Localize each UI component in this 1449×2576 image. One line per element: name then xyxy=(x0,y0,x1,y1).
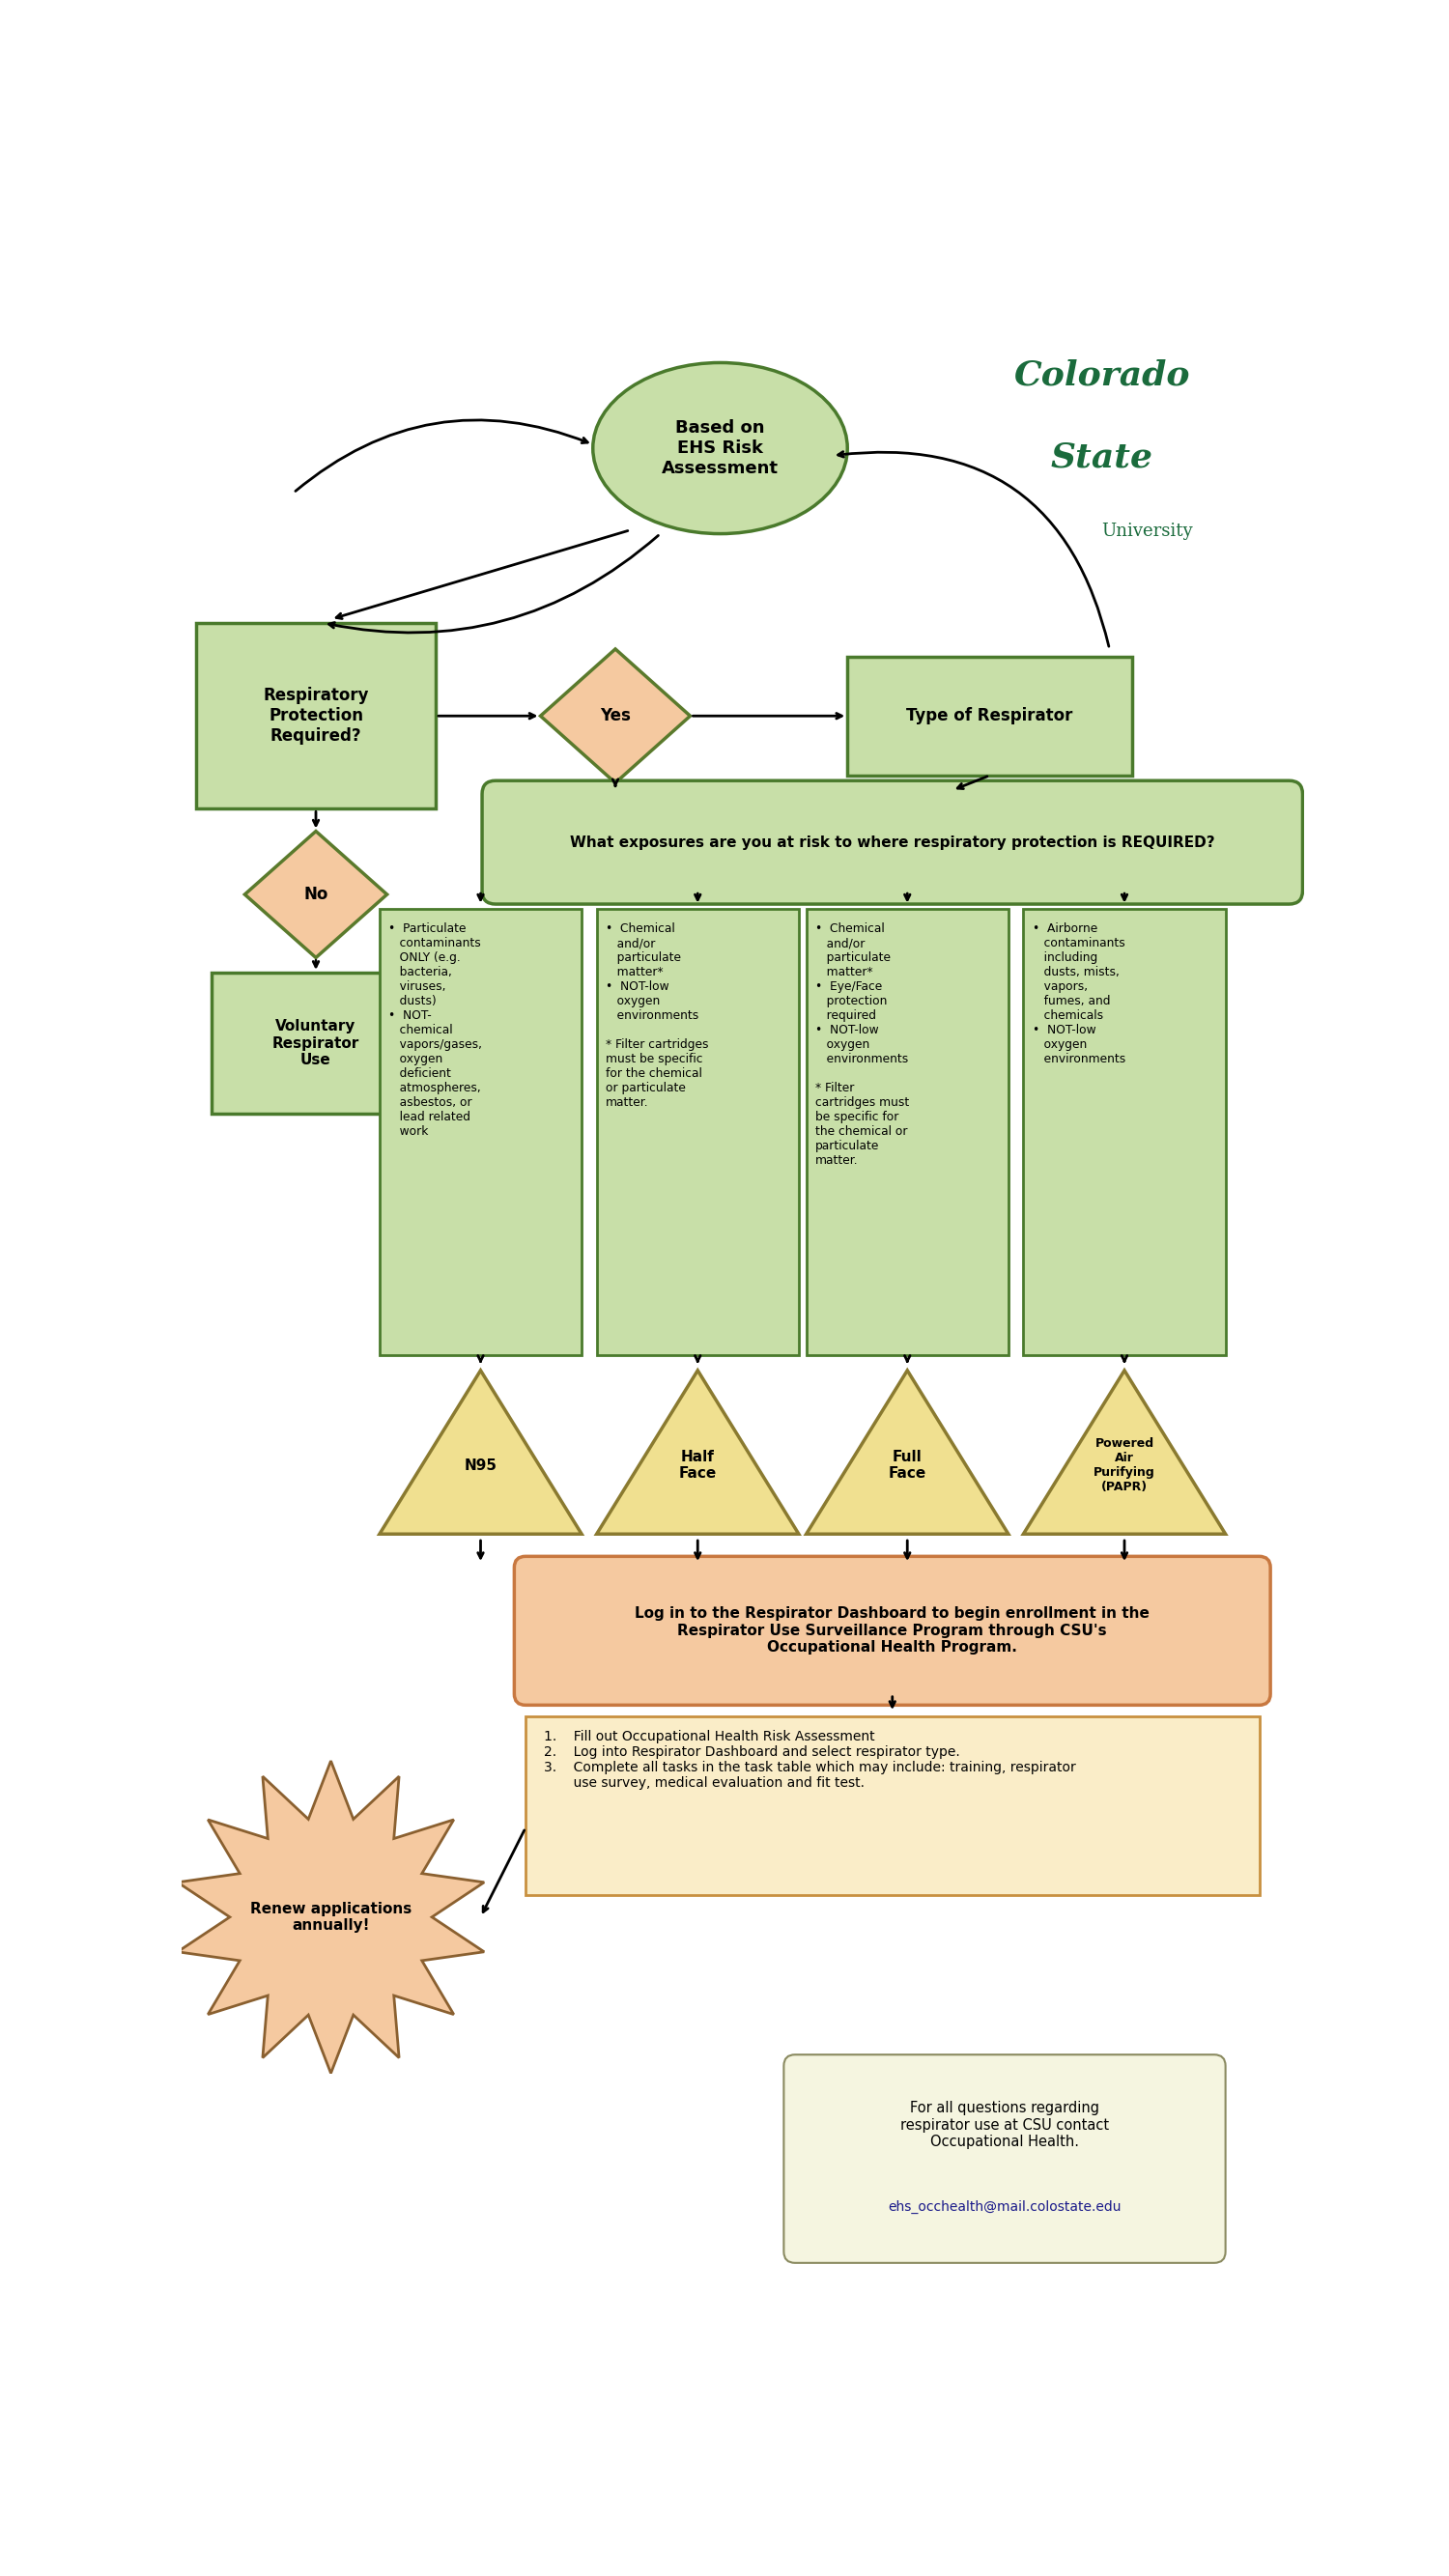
Text: Colorado: Colorado xyxy=(1014,358,1190,392)
Text: Respiratory
Protection
Required?: Respiratory Protection Required? xyxy=(264,688,368,744)
Text: Powered
Air
Purifying
(PAPR): Powered Air Purifying (PAPR) xyxy=(1094,1437,1155,1494)
FancyBboxPatch shape xyxy=(196,623,436,809)
FancyBboxPatch shape xyxy=(514,1556,1271,1705)
Polygon shape xyxy=(540,649,690,783)
Text: What exposures are you at risk to where respiratory protection is REQUIRED?: What exposures are you at risk to where … xyxy=(569,835,1214,850)
FancyBboxPatch shape xyxy=(483,781,1303,904)
Text: Renew applications
annually!: Renew applications annually! xyxy=(251,1901,412,1932)
Polygon shape xyxy=(597,1370,798,1535)
FancyBboxPatch shape xyxy=(784,2056,1226,2262)
Text: •  Airborne
   contaminants
   including
   dusts, mists,
   vapors,
   fumes, a: • Airborne contaminants including dusts,… xyxy=(1032,922,1126,1066)
Polygon shape xyxy=(806,1370,1009,1535)
Text: 1.    Fill out Occupational Health Risk Assessment
2.    Log into Respirator Das: 1. Fill out Occupational Health Risk Ass… xyxy=(545,1728,1077,1790)
Text: State: State xyxy=(1051,440,1153,474)
Text: Full
Face: Full Face xyxy=(888,1450,926,1481)
Text: ehs_occhealth@mail.colostate.edu: ehs_occhealth@mail.colostate.edu xyxy=(888,2200,1122,2213)
Text: Type of Respirator: Type of Respirator xyxy=(907,708,1072,724)
FancyBboxPatch shape xyxy=(848,657,1132,775)
Text: Yes: Yes xyxy=(600,708,630,724)
FancyBboxPatch shape xyxy=(526,1716,1259,1896)
Polygon shape xyxy=(1023,1370,1226,1535)
FancyBboxPatch shape xyxy=(806,909,1009,1355)
Text: University: University xyxy=(1101,523,1193,541)
Text: •  Chemical
   and/or
   particulate
   matter*
•  NOT-low
   oxygen
   environm: • Chemical and/or particulate matter* • … xyxy=(606,922,709,1110)
Polygon shape xyxy=(380,1370,581,1535)
Text: Based on
EHS Risk
Assessment: Based on EHS Risk Assessment xyxy=(662,420,778,477)
Text: No: No xyxy=(304,886,327,904)
FancyBboxPatch shape xyxy=(597,909,798,1355)
FancyBboxPatch shape xyxy=(1023,909,1226,1355)
Polygon shape xyxy=(178,1762,484,2074)
Text: N95: N95 xyxy=(464,1458,497,1473)
FancyBboxPatch shape xyxy=(380,909,581,1355)
Text: Log in to the Respirator Dashboard to begin enrollment in the
Respirator Use Sur: Log in to the Respirator Dashboard to be… xyxy=(635,1607,1149,1654)
Text: •  Particulate
   contaminants
   ONLY (e.g.
   bacteria,
   viruses,
   dusts)
: • Particulate contaminants ONLY (e.g. ba… xyxy=(388,922,483,1139)
Text: For all questions regarding
respirator use at CSU contact
Occupational Health.: For all questions regarding respirator u… xyxy=(900,2102,1108,2148)
Ellipse shape xyxy=(593,363,848,533)
FancyBboxPatch shape xyxy=(212,974,420,1113)
Text: •  Chemical
   and/or
   particulate
   matter*
•  Eye/Face
   protection
   req: • Chemical and/or particulate matter* • … xyxy=(816,922,909,1167)
Text: Half
Face: Half Face xyxy=(678,1450,717,1481)
Text: Voluntary
Respirator
Use: Voluntary Respirator Use xyxy=(272,1020,359,1066)
Polygon shape xyxy=(245,832,387,958)
